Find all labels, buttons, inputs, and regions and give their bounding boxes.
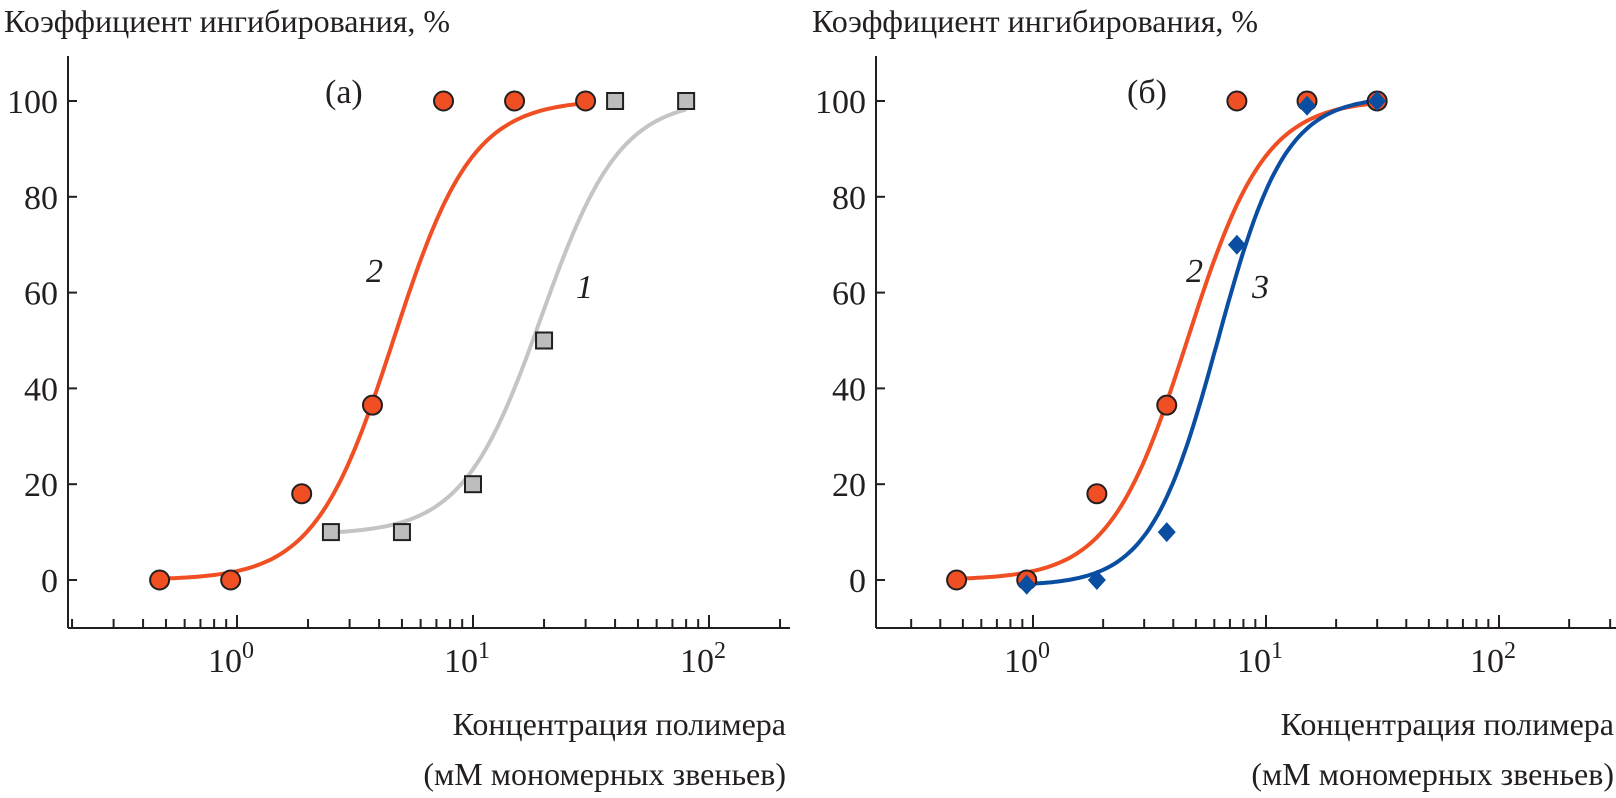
y-tick-label: 100 — [815, 84, 866, 121]
y-axis-title: Коэффициент ингибирования, % — [4, 3, 450, 39]
data-point-diamond — [1017, 574, 1036, 595]
x-axis-title-line1: Концентрация полимера — [1281, 706, 1614, 742]
curve-label-2: 2 — [366, 253, 383, 290]
x-tick-label: 100 — [1004, 638, 1050, 680]
data-point-square — [392, 523, 411, 542]
y-tick-label: 20 — [832, 467, 866, 504]
curve-label-1: 1 — [576, 269, 593, 306]
data-point-diamond — [1227, 234, 1246, 255]
data-point-circle — [220, 569, 242, 591]
curve-label-3: 3 — [1251, 269, 1269, 306]
fit-curve-1 — [330, 107, 687, 535]
y-tick-label: 40 — [832, 371, 866, 408]
x-axis-title-line1: Концентрация полимера — [453, 706, 786, 742]
data-point-square — [321, 523, 340, 542]
y-tick-label: 60 — [24, 276, 58, 313]
data-point-diamond — [1157, 522, 1176, 543]
data-point-square — [606, 92, 625, 110]
curve-label-2: 2 — [1186, 253, 1203, 290]
x-tick-label: 102 — [680, 638, 726, 680]
x-tick-label: 100 — [208, 638, 254, 680]
y-axis-title: Коэффициент ингибирования, % — [812, 3, 1258, 39]
y-tick-label: 80 — [24, 180, 58, 217]
data-point-circle — [575, 90, 597, 112]
x-tick-label: 102 — [1470, 638, 1516, 680]
y-tick-label: 20 — [24, 467, 58, 504]
data-point-diamond — [1298, 95, 1317, 116]
y-tick-label: 40 — [24, 371, 58, 408]
data-point-circle — [361, 394, 383, 416]
data-point-diamond — [1368, 91, 1387, 111]
fit-curve-2 — [956, 101, 1378, 581]
y-tick-label: 100 — [7, 84, 58, 121]
data-point-circle — [433, 90, 455, 112]
x-axis-title-line2: (мМ мономерных звеньев) — [423, 756, 786, 792]
y-tick-label: 0 — [849, 563, 866, 600]
y-tick-label: 60 — [832, 276, 866, 313]
y-tick-label: 80 — [832, 180, 866, 217]
data-point-circle — [291, 483, 313, 505]
data-point-circle — [504, 90, 526, 112]
fit-curve-3 — [1026, 98, 1378, 586]
data-point-square — [535, 331, 554, 350]
data-point-diamond — [1087, 570, 1106, 590]
x-axis-title-line2: (мМ мономерных звеньев) — [1251, 756, 1614, 792]
data-point-circle — [149, 569, 171, 591]
data-point-circle — [1156, 394, 1178, 416]
data-point-circle — [1086, 483, 1108, 505]
data-point-square — [464, 475, 482, 494]
panel-label: (а) — [325, 74, 363, 111]
panel-a: 0 20 40 60 80 100 100 101 102 Коэффициент ингибир… — [4, 3, 790, 792]
data-point-square — [677, 92, 696, 110]
fit-curve-2 — [159, 101, 586, 581]
y-tick-label: 0 — [41, 563, 58, 600]
panel-label: (б) — [1127, 74, 1167, 111]
data-point-circle — [946, 569, 968, 591]
x-tick-label: 101 — [444, 638, 490, 680]
data-point-circle — [1226, 90, 1248, 112]
panel-b: 0 20 40 60 80 100 100 101 102 Коэффициент ингибир… — [812, 3, 1616, 792]
x-tick-label: 101 — [1237, 638, 1283, 680]
